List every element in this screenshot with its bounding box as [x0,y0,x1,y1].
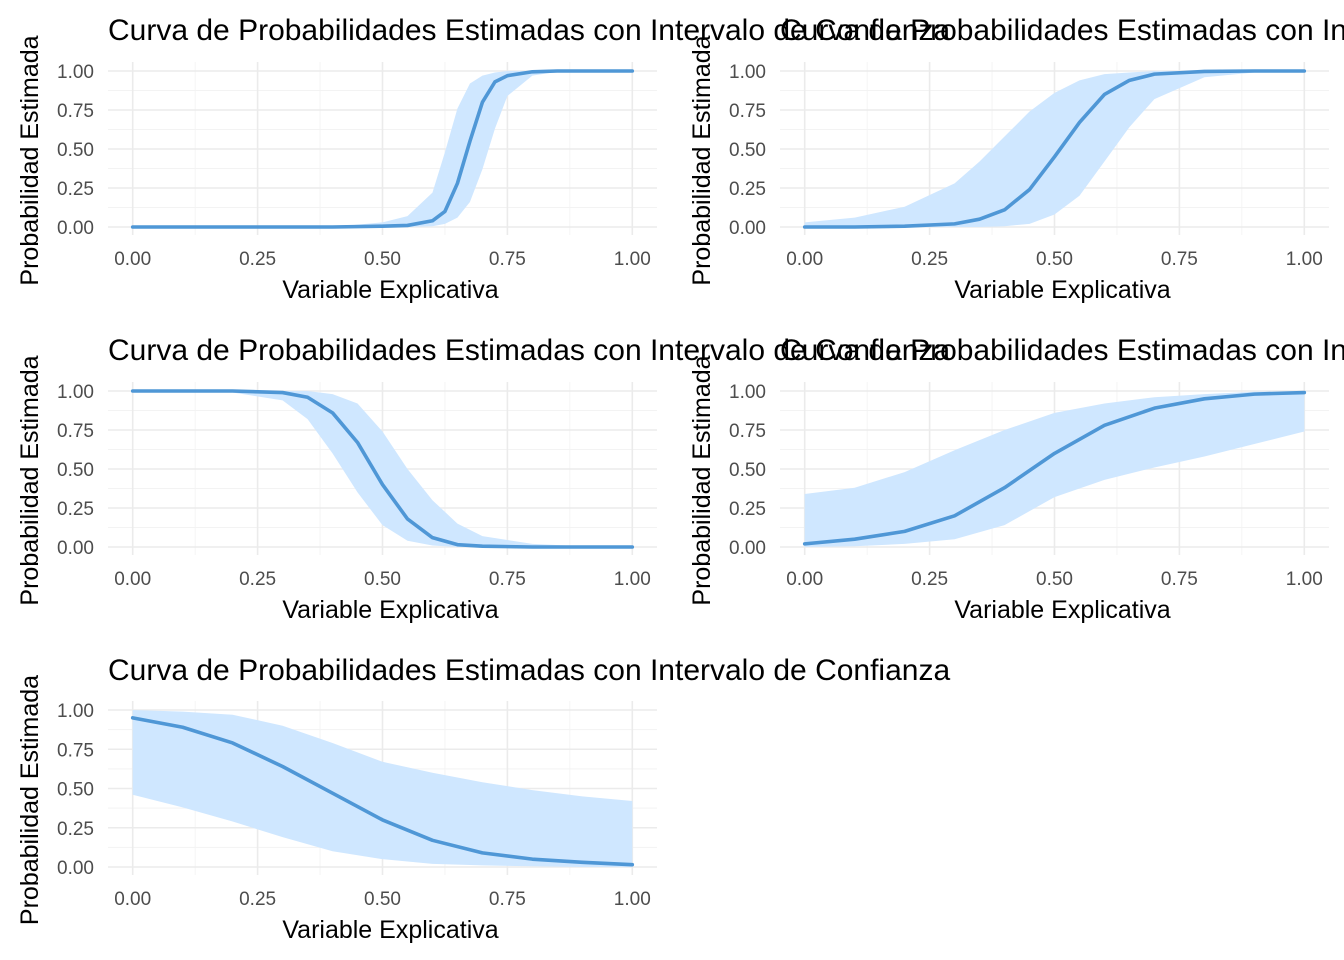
chart-3-y-axis-title: Probabilidad Estimada [16,355,44,605]
chart-5-x-tick-label: 0.50 [364,889,401,910]
chart-2-y-axis-title: Probabilidad Estimada [688,35,716,285]
chart-3-x-tick-label: 0.00 [114,569,151,590]
chart-2-y-tick-label: 1.00 [729,62,766,83]
chart-1-x-tick-label: 0.75 [489,249,526,270]
chart-4-y-tick-label: 0.50 [729,460,766,481]
chart-1: 0.00 0.25 0.50 0.75 1.00 0.00 0.25 0.50 0.75 1.00… [16,35,657,304]
chart-1-title: Curva de Probabilidades Estimadas con In… [108,14,950,47]
chart-5-title: Curva de Probabilidades Estimadas con In… [108,654,950,687]
chart-3-y-tick-label: 0.75 [57,421,94,442]
chart-4-x-tick-label: 0.75 [1161,569,1198,590]
chart-4-y-tick-label: 0.00 [729,538,766,559]
chart-3-y-tick-label: 1.00 [57,382,94,403]
chart-3-x-tick-label: 0.25 [239,569,276,590]
chart-3-y-tick-label: 0.00 [57,538,94,559]
chart-1-x-tick-label: 1.00 [614,249,651,270]
chart-4: 0.00 0.25 0.50 0.75 1.00 0.00 0.25 0.50 0.75 1.00… [688,355,1329,624]
chart-1-x-tick-label: 0.00 [114,249,151,270]
chart-4-y-tick-label: 1.00 [729,382,766,403]
chart-5: 0.00 0.25 0.50 0.75 1.00 0.00 0.25 0.50 0.75 1.00… [16,675,657,944]
chart-2-probability-line [802,69,1307,229]
chart-1-x-tick-label: 0.50 [364,249,401,270]
chart-4-y-tick-label: 0.75 [729,421,766,442]
chart-3-x-tick-label: 0.75 [489,569,526,590]
chart-5-x-tick-label: 0.75 [489,889,526,910]
chart-2-y-tick-label: 0.00 [729,218,766,239]
chart-4-x-tick-label: 0.00 [786,569,823,590]
chart-2-y-tick-label: 0.75 [729,101,766,122]
chart-5-y-tick-label: 0.50 [57,780,94,801]
chart-2: 0.00 0.25 0.50 0.75 1.00 0.00 0.25 0.50 0.75 1.00… [688,35,1329,304]
chart-1-y-axis-title: Probabilidad Estimada [16,35,44,285]
chart-1-y-tick-label: 1.00 [57,62,94,83]
chart-3-y-tick-label: 0.25 [57,499,94,520]
chart-4-probability-line [802,390,1307,546]
chart-5-y-axis-title: Probabilidad Estimada [16,675,44,925]
chart-4-x-tick-label: 0.50 [1036,569,1073,590]
chart-1-y-tick-label: 0.25 [57,179,94,200]
chart-1-probability-line [130,69,635,229]
chart-5-y-tick-label: 0.00 [57,858,94,879]
chart-5-y-tick-label: 0.25 [57,819,94,840]
chart-4-x-tick-label: 0.25 [911,569,948,590]
chart-3-x-axis-title: Variable Explicativa [282,596,498,624]
chart-2-x-tick-label: 0.25 [911,249,948,270]
chart-1-x-tick-label: 0.25 [239,249,276,270]
chart-4-title: Curva de Probabilidades Estimadas con In… [780,334,1344,367]
chart-5-y-tick-label: 0.75 [57,740,94,761]
chart-4-x-axis-title: Variable Explicativa [954,596,1170,624]
chart-2-confidence-band [804,71,1305,227]
chart-3: 0.00 0.25 0.50 0.75 1.00 0.00 0.25 0.50 0.75 1.00… [16,355,657,624]
chart-2-x-axis-title: Variable Explicativa [954,276,1170,304]
chart-3-probability-line [130,389,635,549]
chart-1-y-tick-label: 0.00 [57,218,94,239]
chart-5-y-tick-label: 1.00 [57,701,94,722]
chart-5-confidence-band [132,710,633,867]
chart-1-y-tick-label: 0.50 [57,140,94,161]
chart-1-y-tick-label: 0.75 [57,101,94,122]
chart-2-y-tick-label: 0.50 [729,140,766,161]
chart-4-y-axis-title: Probabilidad Estimada [688,355,716,605]
chart-4-y-tick-label: 0.25 [729,499,766,520]
chart-3-title: Curva de Probabilidades Estimadas con In… [108,334,950,367]
chart-4-x-tick-label: 1.00 [1286,569,1323,590]
chart-3-x-tick-label: 1.00 [614,569,651,590]
chart-2-x-tick-label: 1.00 [1286,249,1323,270]
chart-2-x-tick-label: 0.75 [1161,249,1198,270]
chart-5-x-tick-label: 1.00 [614,889,651,910]
chart-5-x-axis-title: Variable Explicativa [282,916,498,944]
chart-5-x-tick-label: 0.00 [114,889,151,910]
chart-1-x-axis-title: Variable Explicativa [282,276,498,304]
chart-4-confidence-band [804,391,1305,547]
chart-5-probability-line [130,716,635,867]
chart-2-y-tick-label: 0.25 [729,179,766,200]
chart-2-title: Curva de Probabilidades Estimadas con In… [780,14,1344,47]
chart-2-x-tick-label: 0.00 [786,249,823,270]
chart-3-confidence-band [132,391,633,547]
chart-2-x-tick-label: 0.50 [1036,249,1073,270]
chart-3-y-tick-label: 0.50 [57,460,94,481]
chart-3-x-tick-label: 0.50 [364,569,401,590]
chart-5-x-tick-label: 0.25 [239,889,276,910]
